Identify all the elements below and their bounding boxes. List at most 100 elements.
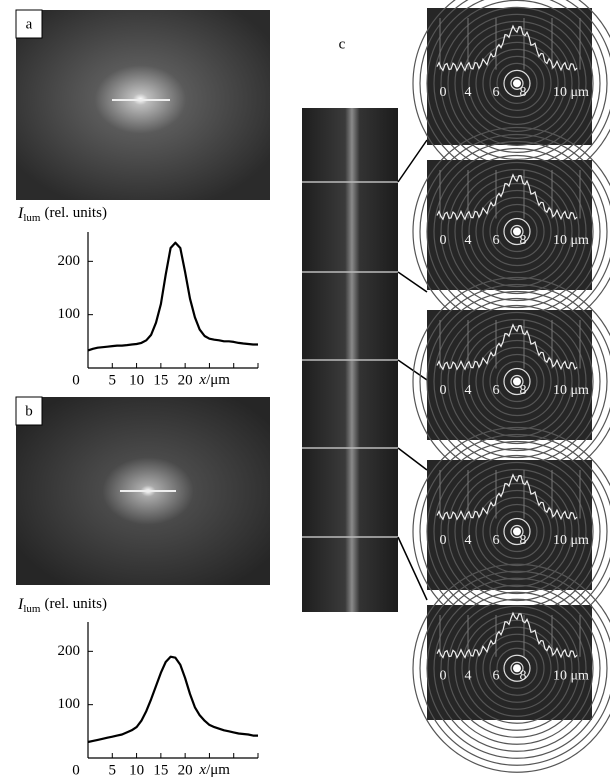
x-tick-label: 0 xyxy=(72,372,80,388)
ring xyxy=(461,475,573,588)
inset-trace xyxy=(436,173,578,221)
connectors xyxy=(397,139,428,601)
ring xyxy=(468,34,566,132)
ring xyxy=(468,482,566,581)
panel-label: a xyxy=(26,16,33,32)
ring xyxy=(489,55,545,111)
x-label-units: /μm xyxy=(206,762,230,778)
inset-tick-label: 8 xyxy=(520,383,527,398)
ring xyxy=(468,332,566,431)
inset-tick-label: 6 xyxy=(493,233,500,248)
y-axis-label: Ilum (rel. units) xyxy=(17,205,107,224)
ring xyxy=(489,353,545,410)
ring xyxy=(475,189,559,274)
label-box xyxy=(15,396,43,426)
ring xyxy=(503,367,531,396)
panel-label: c xyxy=(339,36,346,52)
inset-tick-label: 0 xyxy=(440,383,447,398)
ring xyxy=(426,577,608,759)
ring xyxy=(461,175,573,288)
inset-tick-label: 0 xyxy=(440,233,447,248)
inset-tick-label: 8 xyxy=(520,233,527,248)
inset-trace xyxy=(436,24,578,72)
ring xyxy=(454,605,580,731)
strip-lines xyxy=(302,181,398,538)
inset-tick-label: 0 xyxy=(440,533,447,548)
ring xyxy=(454,168,580,295)
inset-trace xyxy=(436,611,578,659)
x-tick-label: 15 xyxy=(153,762,168,778)
x-label-units: /μm xyxy=(206,372,230,388)
inset-tick-label: 6 xyxy=(493,85,500,100)
y-label-subscript: lum xyxy=(23,212,41,224)
ring xyxy=(482,196,552,267)
ring xyxy=(461,325,573,438)
ring xyxy=(447,598,587,738)
y-tick-label: 100 xyxy=(58,306,81,322)
x-tick-label: 10 xyxy=(129,762,144,778)
ring xyxy=(475,489,559,574)
inset: 0 4 6 8 10 μm xyxy=(412,563,610,773)
ring xyxy=(447,13,587,153)
ring xyxy=(496,360,538,403)
ring xyxy=(489,203,545,260)
inset: 0 4 6 8 10 μm xyxy=(412,126,610,337)
inset-tick-label: 10 μm xyxy=(553,383,589,398)
y-label-symbol: I xyxy=(17,596,24,613)
x-tick-label: 5 xyxy=(109,372,117,388)
ring xyxy=(440,6,594,160)
ring xyxy=(475,41,559,125)
inset-tick-label: 4 xyxy=(465,383,472,398)
label-box xyxy=(15,9,43,39)
y-tick-label: 200 xyxy=(58,643,81,659)
x-axis-label: x/μm xyxy=(198,372,230,388)
x-label-symbol: x xyxy=(198,762,206,778)
y-label-units: (rel. units) xyxy=(44,596,106,612)
ring xyxy=(461,27,573,139)
inset-tick-label: 4 xyxy=(465,233,472,248)
y-tick-label: 200 xyxy=(58,253,81,269)
x-label-symbol: x xyxy=(198,372,206,388)
ring xyxy=(468,619,566,717)
inset-tick-label: 6 xyxy=(493,383,500,398)
center-spot xyxy=(513,227,521,236)
inset-tick-label: 4 xyxy=(465,533,472,548)
ring xyxy=(447,461,587,602)
center-spot xyxy=(513,377,521,386)
ring xyxy=(433,584,601,752)
inset-tick-label: 4 xyxy=(465,85,472,100)
ring xyxy=(447,161,587,302)
ring xyxy=(447,311,587,452)
profile-line xyxy=(87,655,258,744)
y-tick-label: 100 xyxy=(58,696,81,712)
y-label-units: (rel. units) xyxy=(44,205,106,221)
ring xyxy=(510,374,524,389)
inset-tick-label: 6 xyxy=(493,533,500,548)
ring xyxy=(489,640,545,696)
center-spot xyxy=(513,527,521,536)
center-spot xyxy=(513,79,521,88)
inset-trace xyxy=(436,323,578,371)
ring xyxy=(496,62,538,104)
ring xyxy=(496,510,538,553)
x-axis-label: x/μm xyxy=(198,762,230,778)
ring xyxy=(412,563,610,773)
ring xyxy=(440,154,594,309)
ring xyxy=(496,210,538,253)
inset-tick-label: 8 xyxy=(520,85,527,100)
inset-tick-label: 10 μm xyxy=(553,233,589,248)
ring xyxy=(454,20,580,146)
inset-tick-label: 10 μm xyxy=(553,85,589,100)
inset-tick-label: 8 xyxy=(520,669,527,684)
ring xyxy=(482,48,552,118)
ring xyxy=(510,524,524,539)
x-tick-label: 20 xyxy=(178,762,193,778)
profile-line xyxy=(87,241,258,352)
y-label-subscript: lum xyxy=(23,603,41,615)
x-tick-label: 5 xyxy=(109,762,117,778)
x-tick-label: 10 xyxy=(129,372,144,388)
ring xyxy=(454,318,580,445)
ring xyxy=(510,76,524,90)
x-tick-label: 0 xyxy=(72,762,80,778)
